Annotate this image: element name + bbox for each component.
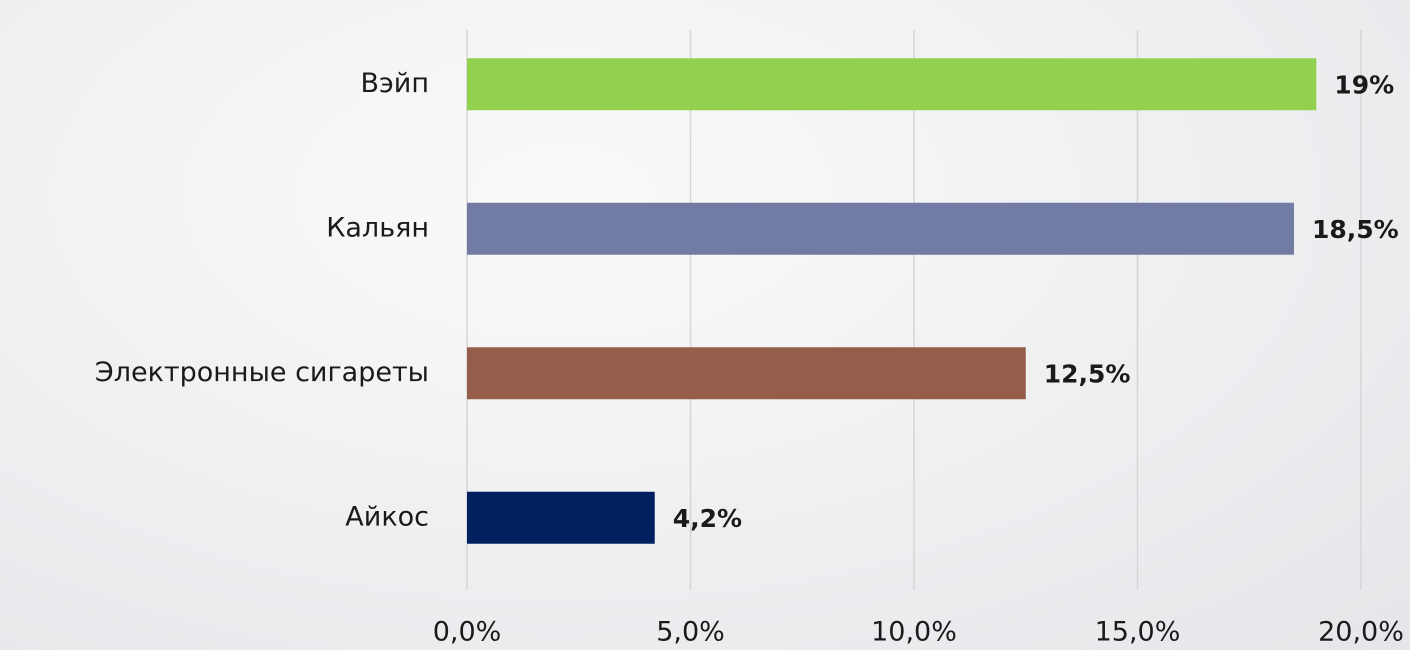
x-tick-label: 20,0% <box>1318 617 1404 648</box>
bar <box>467 202 1294 255</box>
x-tick-label: 5,0% <box>656 617 725 648</box>
value-label: 4,2% <box>673 504 742 533</box>
value-label: 12,5% <box>1044 359 1131 388</box>
y-tick-label: Айкос <box>345 501 429 532</box>
bar <box>467 347 1026 400</box>
y-tick-label: Вэйп <box>360 68 429 99</box>
bar <box>467 491 655 544</box>
x-tick-label: 10,0% <box>871 617 957 648</box>
value-label: 18,5% <box>1312 215 1399 244</box>
x-tick-label: 15,0% <box>1095 617 1181 648</box>
y-tick-label: Электронные сигареты <box>95 357 429 388</box>
bar <box>467 58 1317 111</box>
y-tick-label: Кальян <box>326 212 429 243</box>
x-tick-label: 0,0% <box>433 617 502 648</box>
value-label: 19% <box>1334 70 1394 99</box>
